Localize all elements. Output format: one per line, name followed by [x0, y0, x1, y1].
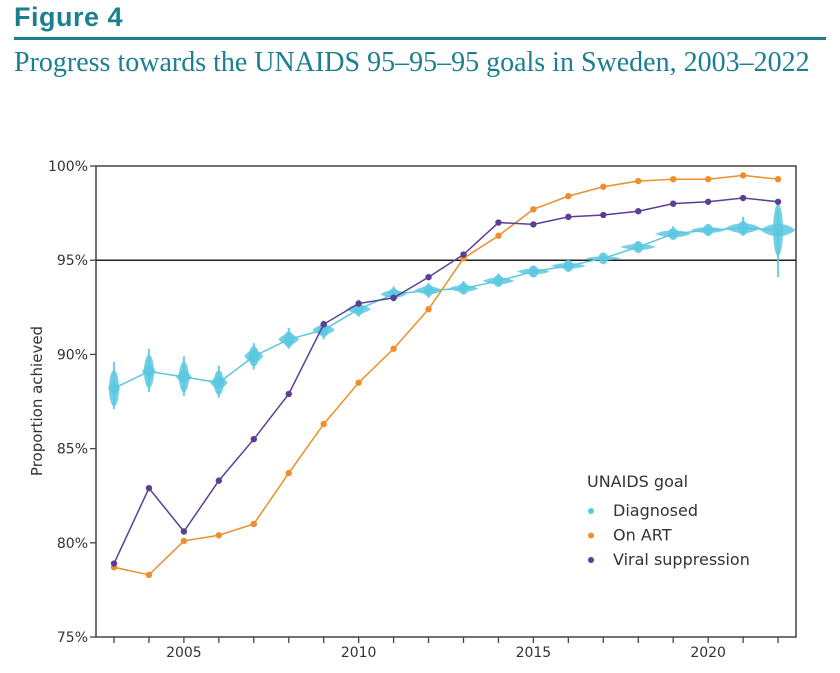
viral-suppression-point [250, 435, 257, 443]
viral-suppression-point [635, 208, 642, 215]
viral-suppression-point [180, 528, 188, 535]
on-art-point [250, 520, 257, 528]
on-art-point [704, 175, 712, 183]
viral-suppression-point [145, 484, 153, 492]
viral-suppression-point [530, 221, 537, 228]
on-art-point [530, 206, 537, 213]
on-art-point [425, 305, 432, 313]
on-art-point [670, 175, 677, 183]
x-tick-label: 2010 [341, 645, 377, 661]
viral-suppression-point [355, 300, 362, 307]
on-art-point [355, 379, 362, 386]
y-tick-label: 90% [57, 347, 88, 363]
viral-suppression-point [704, 198, 712, 205]
viral-suppression-point [739, 194, 747, 202]
on-art-point [320, 420, 327, 428]
on-art-point [285, 469, 292, 477]
figure-label: Figure 4 [14, 2, 124, 32]
legend-label: Viral suppression [613, 550, 750, 569]
plot-frame [95, 165, 797, 638]
on-art-point [180, 537, 188, 545]
header-rule [14, 37, 826, 40]
chart-title: Progress towards the UNAIDS 95–95–95 goa… [14, 47, 810, 78]
viral-suppression-point [320, 321, 327, 328]
on-art-point [774, 175, 782, 183]
viral-suppression-point [565, 213, 572, 221]
viral-suppression-point [285, 390, 292, 398]
viral-suppression-point [495, 219, 502, 226]
viral-suppression-line [113, 197, 779, 564]
viral-suppression-point [460, 251, 467, 258]
on-art-point [739, 172, 747, 179]
legend-title: UNAIDS goal [587, 472, 688, 491]
on-art-point [390, 345, 397, 352]
x-tick-label: 2005 [166, 645, 202, 661]
viral-suppression-point [774, 198, 782, 205]
on-art-point [215, 532, 223, 539]
viral-suppression-point [425, 273, 432, 281]
on-art-point [600, 183, 607, 190]
y-tick-label: 75% [57, 630, 88, 646]
viral-suppression-point [215, 477, 223, 484]
legend-label: Diagnosed [613, 501, 698, 520]
y-tick-label: 85% [57, 442, 88, 458]
viral-suppression-point [390, 294, 397, 302]
viral-suppression-point [670, 200, 677, 207]
on-art-line [113, 174, 779, 576]
y-tick-label: 100% [48, 159, 88, 175]
legend-marker [588, 532, 594, 539]
on-art-point [145, 571, 153, 579]
y-tick-label: 95% [57, 253, 88, 269]
on-art-point [635, 177, 642, 185]
x-tick-label: 2015 [516, 645, 552, 661]
y-tick-label: 80% [57, 536, 88, 552]
diagnosed-line [113, 227, 779, 389]
viral-suppression-point [600, 211, 607, 219]
legend-marker [588, 557, 594, 563]
viral-suppression-point [110, 560, 118, 567]
legend-marker [588, 508, 594, 514]
x-tick-label: 2020 [690, 645, 726, 661]
on-art-point [495, 232, 502, 239]
on-art-point [565, 192, 572, 200]
y-axis-title: Proportion achieved [28, 326, 46, 476]
legend-label: On ART [613, 526, 672, 545]
